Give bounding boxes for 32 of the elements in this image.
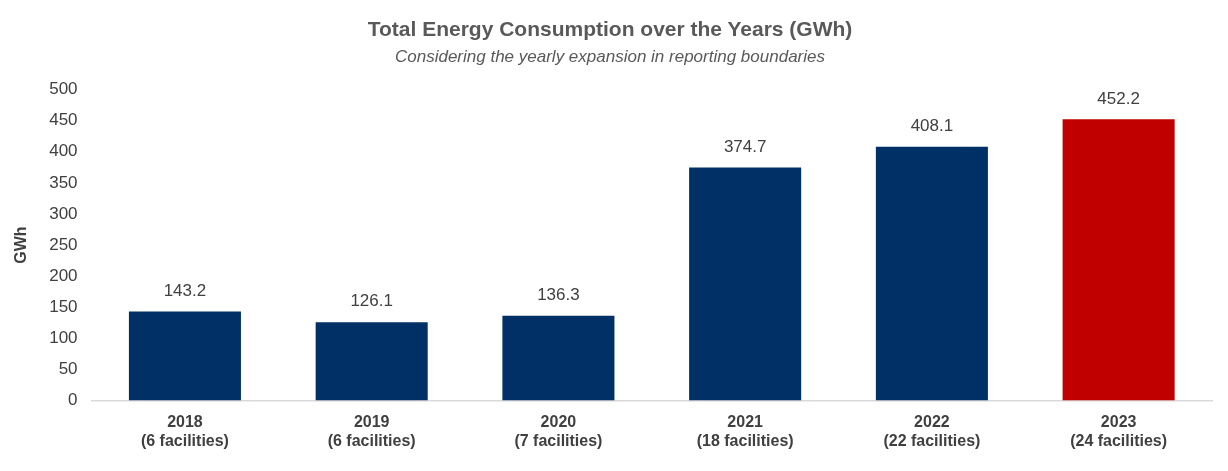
y-tick-label: 300 xyxy=(49,203,78,223)
data-label: 126.1 xyxy=(350,291,393,311)
bar xyxy=(1062,119,1175,401)
bar xyxy=(502,315,615,401)
y-tick-label: 350 xyxy=(49,172,78,192)
y-tick-label: 150 xyxy=(49,296,78,316)
chart-subtitle: Considering the yearly expansion in reporting boundaries xyxy=(395,47,826,67)
x-tick-label: 2021 (18 facilities) xyxy=(696,412,794,449)
y-tick-label: 100 xyxy=(49,328,78,348)
data-label: 452.2 xyxy=(1097,88,1140,108)
y-axis-title: GWh xyxy=(12,226,30,264)
y-tick-label: 0 xyxy=(68,390,78,410)
data-label: 408.1 xyxy=(910,115,954,135)
x-tick-label: 2019 (6 facilities) xyxy=(327,412,416,449)
bar xyxy=(875,146,988,401)
bar xyxy=(128,311,241,401)
data-label: 143.2 xyxy=(163,280,207,300)
y-tick-label: 50 xyxy=(58,359,78,379)
data-label: 374.7 xyxy=(723,136,767,156)
x-tick-label: 2018 (6 facilities) xyxy=(140,412,229,449)
y-tick-label: 200 xyxy=(49,265,78,285)
x-tick-label: 2022 (22 facilities) xyxy=(883,412,981,449)
y-tick-label: 500 xyxy=(49,79,78,99)
x-tick-label: 2023 (24 facilities) xyxy=(1070,412,1168,449)
y-tick-label: 250 xyxy=(49,234,78,254)
chart-title: Total Energy Consumption over the Years (GWh) xyxy=(367,17,853,41)
bar xyxy=(315,322,428,401)
data-label: 136.3 xyxy=(537,285,580,305)
y-tick-label: 400 xyxy=(49,141,78,161)
bar xyxy=(689,167,802,401)
y-tick-label: 450 xyxy=(49,110,78,130)
x-tick-label: 2020 (7 facilities) xyxy=(514,412,603,449)
